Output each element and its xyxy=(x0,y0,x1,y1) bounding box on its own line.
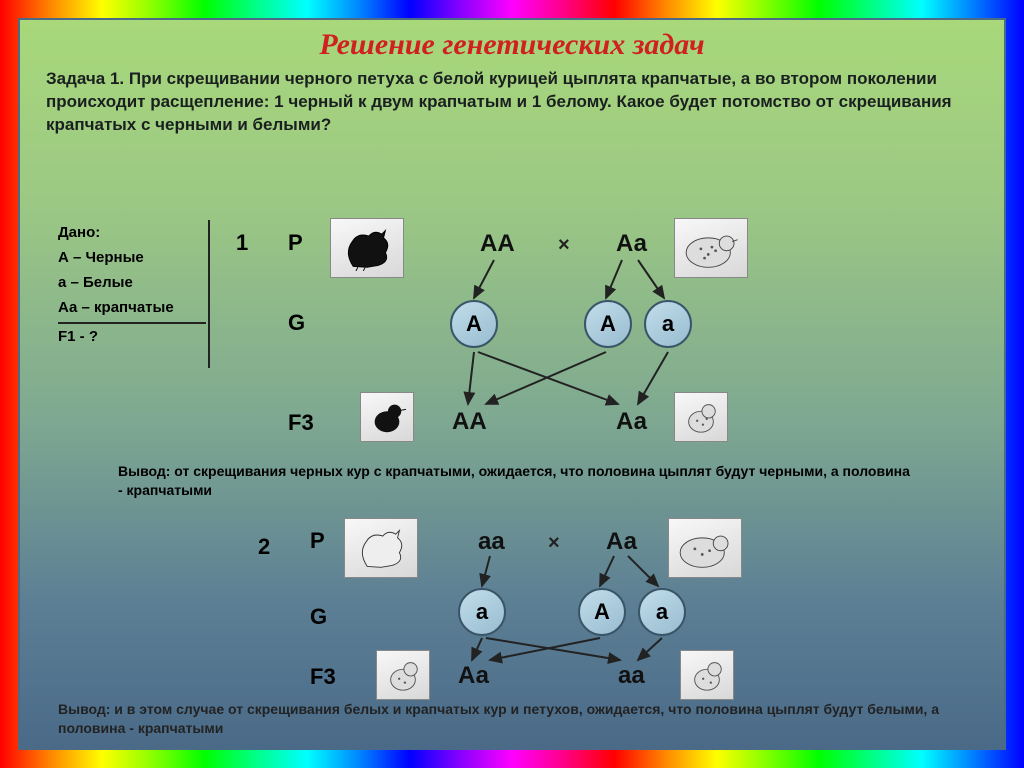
cross1-off0-geno: АА xyxy=(452,408,487,436)
problem-statement: Задача 1. При скрещивании черного петуха… xyxy=(20,62,1004,137)
cross1-gamete-1: А xyxy=(584,300,632,348)
cross2-P-label: P xyxy=(310,528,325,554)
cross2-gamete-2: а xyxy=(638,588,686,636)
cross2-off1-geno: аа xyxy=(618,662,645,690)
cross1-P-label: P xyxy=(288,230,303,256)
problem-label: Задача 1. xyxy=(46,69,124,88)
cross2-parent2-geno: Аа xyxy=(606,528,637,556)
cross1-G-label: G xyxy=(288,310,305,336)
rooster-black-icon xyxy=(330,218,404,278)
cross2-F-label: F3 xyxy=(310,664,336,690)
cross1-F-label: F3 xyxy=(288,410,314,436)
cross2-gamete-0: а xyxy=(458,588,506,636)
cross2-conclusion: Вывод: и в этом случае от скрещивания бе… xyxy=(58,700,958,738)
chick-black-icon xyxy=(360,392,414,442)
given-header: Дано: xyxy=(58,220,206,245)
chick-speckled-icon-3 xyxy=(680,650,734,700)
cross1-parent1-geno: АА xyxy=(480,230,515,258)
cross2-gamete-1: А xyxy=(578,588,626,636)
given-Aa: Аа – крапчатые xyxy=(58,295,206,324)
hen-speckled-icon-2 xyxy=(668,518,742,578)
cross1-conclusion: Вывод: от скрещивания черных кур с крапч… xyxy=(118,462,918,500)
slide-body: Решение генетических задач Задача 1. При… xyxy=(18,18,1006,750)
cross2-times: × xyxy=(548,532,560,555)
chick-speckled-icon-2 xyxy=(376,650,430,700)
cross2-off0-geno: Аа xyxy=(458,662,489,690)
cross1-off1-geno: Аа xyxy=(616,408,647,436)
chick-speckled-icon xyxy=(674,392,728,442)
hen-speckled-icon xyxy=(674,218,748,278)
given-divider xyxy=(208,220,210,368)
cross2-number: 2 xyxy=(258,534,270,560)
slide-title: Решение генетических задач xyxy=(20,20,1004,62)
given-a: а – Белые xyxy=(58,270,206,295)
cross1-times: × xyxy=(558,234,570,257)
cross2-parent1-geno: аа xyxy=(478,528,505,556)
given-block: Дано: А – Черные а – Белые Аа – крапчаты… xyxy=(58,220,206,349)
given-find: F1 - ? xyxy=(58,324,206,349)
given-A: А – Черные xyxy=(58,245,206,270)
problem-text: При скрещивании черного петуха с белой к… xyxy=(46,69,952,134)
cross1-number: 1 xyxy=(236,230,248,256)
rainbow-frame: Решение генетических задач Задача 1. При… xyxy=(0,0,1024,768)
rooster-white-icon xyxy=(344,518,418,578)
cross1-gamete-2: а xyxy=(644,300,692,348)
cross1-parent2-geno: Аа xyxy=(616,230,647,258)
cross1-gamete-0: А xyxy=(450,300,498,348)
cross2-G-label: G xyxy=(310,604,327,630)
